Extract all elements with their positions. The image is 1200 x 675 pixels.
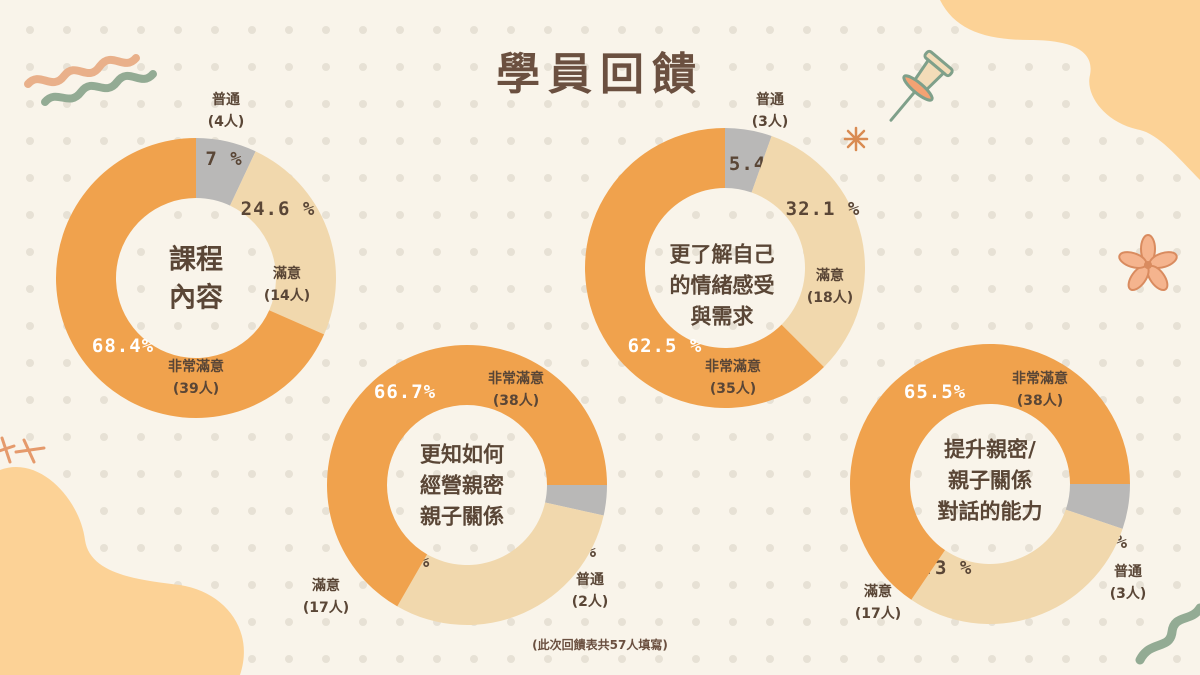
- donut-slice: [911, 509, 1123, 624]
- squiggle-bottom-right: [1135, 603, 1200, 665]
- category-label: 普通(3人): [752, 91, 789, 130]
- donut-chart: 7 % 普通(4人) 24.6 % 滿意(14人) 68.4% 非常滿意(39人) 課程內容: [55, 91, 336, 418]
- category-label: 非常滿意(38人): [488, 370, 544, 409]
- data-label: 65.5%: [904, 381, 966, 403]
- donut-slice: [751, 135, 865, 367]
- donut-slice: [1065, 484, 1130, 529]
- donut-slice: [327, 345, 607, 607]
- donut-center-label: 課程內容: [169, 244, 223, 314]
- donut-slice: [725, 128, 772, 193]
- donut-slice: [230, 151, 336, 335]
- category-label: 非常滿意(39人): [168, 358, 224, 397]
- flower-icon: [1118, 234, 1178, 291]
- donut-chart: 5.4 %普通(3人)32.1 %滿意(18人)62.5 %非常滿意(35人)更…: [584, 91, 865, 408]
- data-label: 62.5 %: [628, 335, 703, 357]
- donut-slice: [397, 502, 604, 626]
- donut-slice: [584, 128, 824, 408]
- category-label: 非常滿意(38人): [1012, 370, 1068, 409]
- donut-center-label: 更了解自己的情緒感受與需求: [670, 243, 775, 329]
- category-label: 非常滿意(35人): [705, 358, 761, 397]
- donut-center-label: 提升親密/親子關係對話的能力: [938, 438, 1043, 524]
- donut-center-label: 更知如何經營親密親子關係: [420, 443, 504, 529]
- data-label: 32.1 %: [786, 198, 861, 220]
- category-label: 滿意(17人): [855, 583, 901, 622]
- donut-slice: [850, 343, 1130, 600]
- pushpin-icon: [889, 49, 954, 122]
- donut-slice: [196, 138, 256, 206]
- squiggle-green: [41, 70, 157, 106]
- category-label: 滿意(17人): [303, 577, 349, 616]
- category-label: 普通(2人): [572, 571, 609, 610]
- data-label: 24.6 %: [241, 198, 316, 220]
- data-label: 66.7%: [374, 381, 436, 403]
- data-label: 7 %: [205, 148, 242, 170]
- footnote: (此次回饋表共57人填寫): [532, 638, 668, 652]
- cross-marks-icon: [0, 436, 46, 464]
- category-label: 普通(4人): [208, 91, 245, 130]
- category-label: 滿意(14人): [264, 265, 310, 304]
- sparkle-icon: [843, 126, 869, 152]
- donut-chart: 3.5 %普通(2人)29.8 %滿意(17人)66.7%非常滿意(38人)更知…: [303, 345, 609, 626]
- squiggle-orange: [24, 54, 140, 88]
- bottom-left-blob: [0, 467, 244, 675]
- top-right-blob: [940, 0, 1200, 180]
- donut-slice: [55, 137, 325, 418]
- category-label: 滿意(18人): [807, 267, 853, 306]
- donut-slice: [545, 485, 607, 516]
- page-title: 學員回饋: [496, 49, 704, 100]
- donut-chart: 5.2 %普通(3人)29.3 %滿意(17人)65.5%非常滿意(38人)提升…: [850, 343, 1147, 624]
- category-label: 普通(3人): [1110, 563, 1147, 602]
- data-label: 68.4%: [92, 335, 154, 357]
